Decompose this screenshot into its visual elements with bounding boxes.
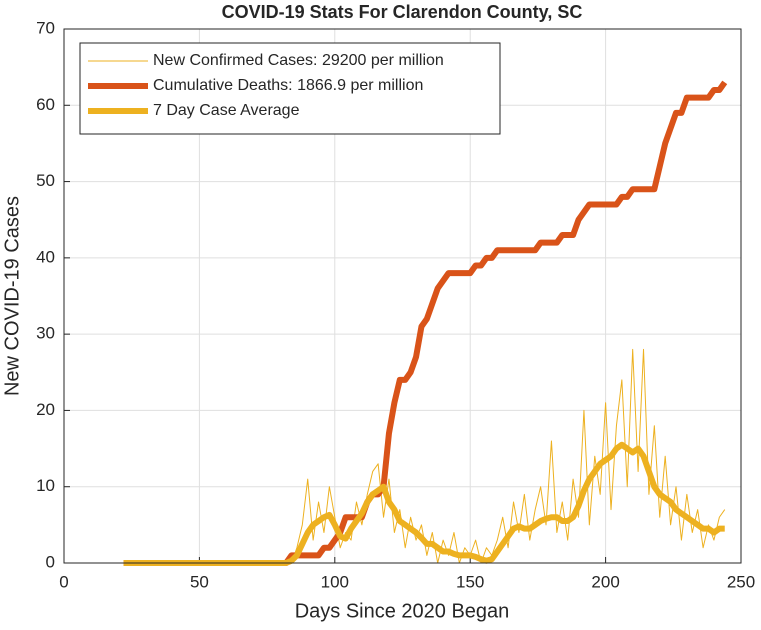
axes-box (63, 28, 742, 564)
legend-label: New Confirmed Cases: 29200 per million (153, 52, 444, 69)
y-tick-label: 0 (46, 552, 55, 571)
chart-title: COVID-19 Stats For Clarendon County, SC (222, 2, 583, 22)
x-axis-label: Days Since 2020 Began (295, 600, 510, 622)
x-tick-label: 100 (321, 572, 349, 591)
y-tick-label: 30 (36, 324, 55, 343)
x-tick-label: 250 (727, 572, 755, 591)
legend-label: Cumulative Deaths: 1866.9 per million (153, 77, 423, 94)
x-tick-label: 50 (190, 572, 209, 591)
x-tick-label: 150 (456, 572, 484, 591)
y-axis-label: New COVID-19 Cases (1, 196, 23, 396)
x-tick-label: 0 (59, 572, 68, 591)
y-tick-label: 20 (36, 400, 55, 419)
legend-box (79, 42, 501, 135)
y-tick-label: 10 (36, 476, 55, 495)
legend-label: 7 Day Case Average (153, 102, 300, 119)
x-tick-label: 200 (591, 572, 619, 591)
legend: New Confirmed Cases: 29200 per million Cu… (79, 42, 501, 135)
y-tick-label: 60 (36, 95, 55, 114)
y-tick-label: 40 (36, 247, 55, 266)
y-tick-label: 70 (36, 18, 55, 37)
y-tick-label: 50 (36, 171, 55, 190)
